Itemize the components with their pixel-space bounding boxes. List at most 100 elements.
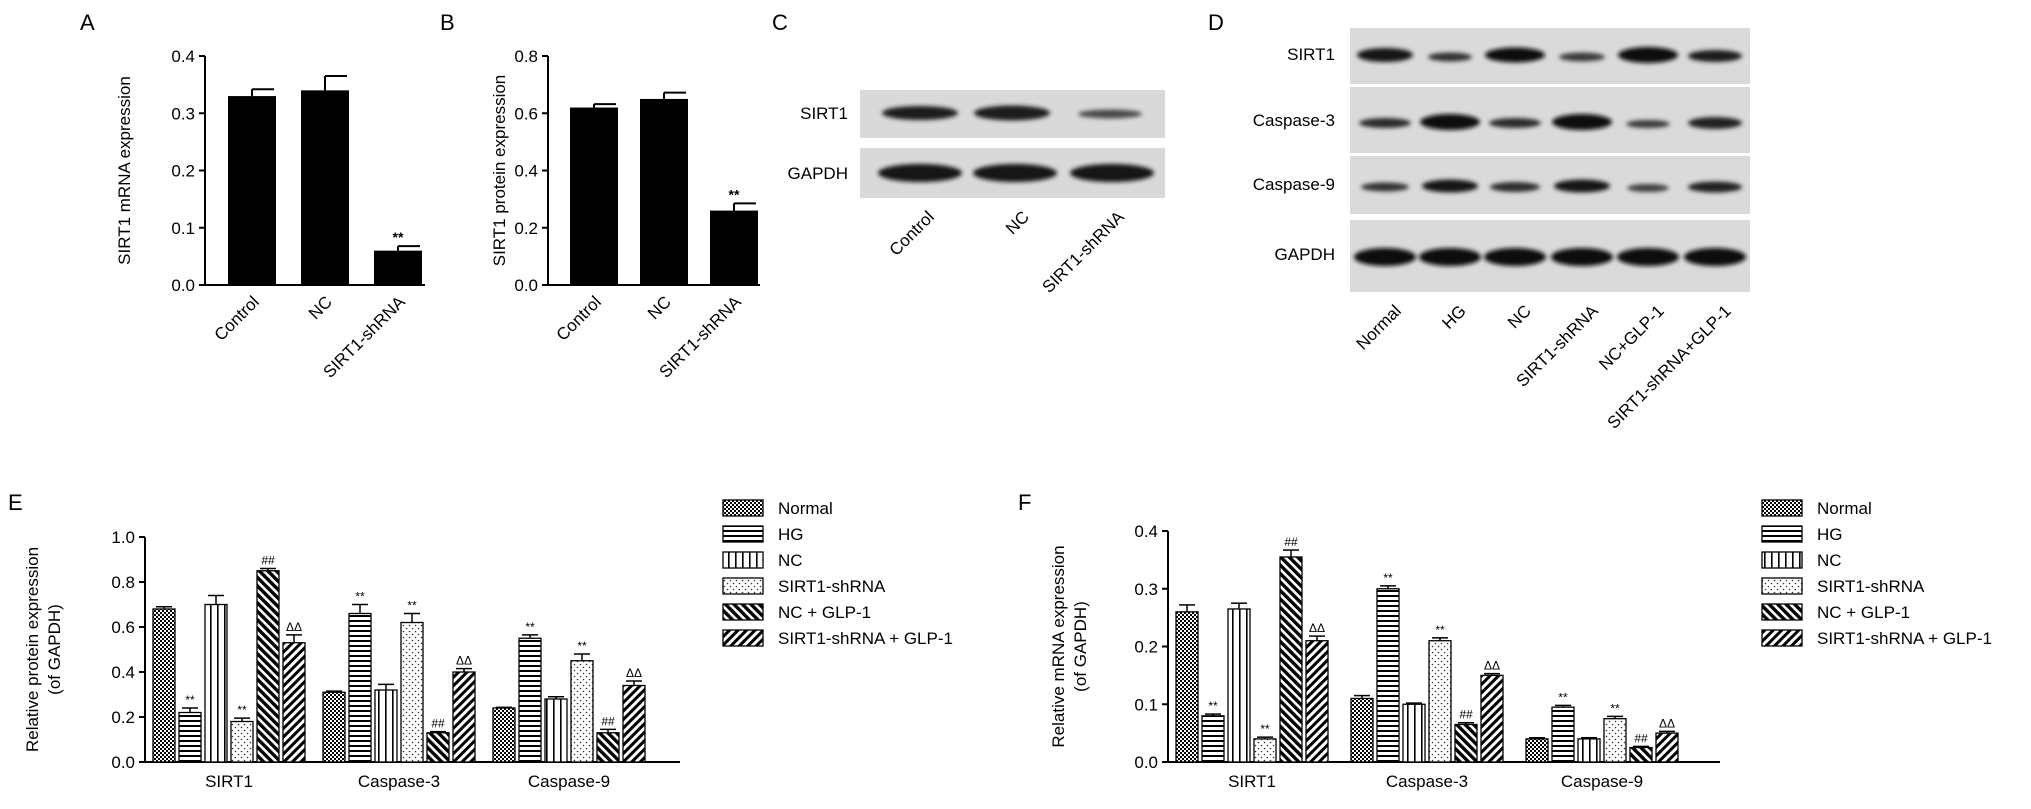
blot-c-row-label-gapdh: GAPDH — [788, 164, 848, 183]
bar — [710, 210, 758, 285]
blot-d-band-caspase3-nc-glp1 — [1626, 120, 1670, 128]
y-tick-label: 0.6 — [111, 618, 135, 637]
y-tick-label: 0.0 — [1134, 753, 1158, 772]
bar — [400, 621, 424, 763]
blot-d-row-label-caspase3: Caspase-3 — [1253, 111, 1335, 130]
blot-d-row-label-gapdh: GAPDH — [1275, 245, 1335, 264]
significance-label: ## — [1284, 535, 1298, 549]
bar — [570, 660, 594, 763]
blot-d-row-caspase3-membrane — [1350, 87, 1750, 153]
blot-d-lane-label-hg: HG — [1438, 301, 1469, 332]
bar — [1279, 556, 1303, 763]
blot-d-band-sirt1-normal — [1357, 48, 1413, 62]
blot-d-row-gapdh-membrane — [1350, 220, 1750, 292]
y-tick-label: 0.4 — [111, 663, 135, 682]
significance-label: ## — [431, 717, 445, 731]
y-axis-label: (of GAPDH) — [1071, 601, 1090, 692]
significance-label: ΔΔ — [626, 666, 642, 680]
bar — [256, 570, 280, 763]
bar — [1629, 746, 1653, 763]
blot-d-row-caspase9-membrane — [1350, 156, 1750, 214]
legend-entry: SIRT1-shRNA + GLP-1 — [778, 629, 953, 648]
significance-label: ΔΔ — [1484, 659, 1500, 673]
y-tick-label: 0.2 — [111, 708, 135, 727]
blot-d-band-caspase9-nc-glp1 — [1627, 184, 1669, 192]
blot-d-band-caspase3-nc — [1489, 118, 1541, 128]
significance-label: ** — [1208, 699, 1218, 713]
x-tick-label: SIRT1 — [1228, 772, 1276, 791]
y-tick-label: 0.0 — [111, 753, 135, 772]
legend-swatch — [722, 551, 764, 569]
significance-label: ## — [261, 554, 275, 568]
bar — [570, 107, 618, 286]
x-tick-label: Caspase-3 — [1386, 772, 1468, 791]
bar — [1201, 715, 1225, 763]
blot-d-band-caspase9-shrna-glp1 — [1688, 181, 1742, 193]
legend-entry: NC — [1817, 551, 1842, 570]
bar — [1305, 640, 1329, 763]
bar — [1227, 608, 1251, 763]
x-tick-label: Control — [553, 292, 605, 344]
blot-d-band-sirt1-shrna-glp1 — [1688, 50, 1742, 62]
y-axis-label: Relative protein expression — [23, 547, 42, 752]
bar — [374, 689, 398, 763]
bar — [301, 90, 349, 285]
bar — [1428, 640, 1452, 763]
significance-label: ΔΔ — [1309, 621, 1325, 635]
blot-c-lane-label-shrna: SIRT1-shRNA — [1038, 207, 1128, 297]
significance-label: ** — [577, 639, 587, 653]
significance-label: ΔΔ — [456, 654, 472, 668]
legend-entry: Normal — [778, 499, 833, 518]
blot-d-band-sirt1-nc — [1485, 47, 1545, 63]
bar — [518, 637, 542, 763]
y-tick-label: 0.4 — [1134, 522, 1158, 541]
y-axis-label: (of GAPDH) — [45, 604, 64, 695]
blot-c-band-gapdh-shrna — [1070, 164, 1154, 182]
bar — [204, 603, 228, 763]
panel-letter-e: E — [8, 490, 23, 515]
legend-entry: SIRT1-shRNA + GLP-1 — [1817, 629, 1992, 648]
bar — [1603, 718, 1627, 763]
chart-f: 0.0 0.1 0.2 0.3 0.4 Relative mRNA expression(… — [1049, 499, 1992, 791]
bar — [228, 96, 276, 285]
blot-d-band-gapdh-normal — [1354, 248, 1416, 266]
significance-label: ## — [1459, 708, 1473, 722]
x-tick-label: Caspase-3 — [358, 772, 440, 791]
bar — [1525, 738, 1549, 763]
legend-entry: NC — [778, 551, 803, 570]
legend-swatch — [722, 603, 764, 621]
legend-entry: SIRT1-shRNA — [1817, 577, 1925, 596]
blot-d-band-gapdh-shrna-glp1 — [1684, 248, 1746, 266]
bar — [492, 707, 516, 763]
significance-label: ** — [1260, 722, 1270, 736]
bar — [1350, 697, 1374, 763]
legend-swatch — [722, 525, 764, 543]
blot-d-band-caspase9-normal — [1361, 182, 1409, 192]
bar — [1577, 738, 1601, 763]
significance-label: ** — [525, 620, 535, 634]
x-tick-label: Caspase-9 — [528, 772, 610, 791]
bar — [452, 671, 476, 763]
bar — [1376, 588, 1400, 763]
blot-d-band-caspase9-shrna — [1554, 179, 1610, 193]
y-tick-label: 0.8 — [111, 573, 135, 592]
y-tick-label: 0.1 — [1134, 695, 1158, 714]
y-tick-label: 0.1 — [171, 219, 195, 238]
bar — [178, 711, 202, 763]
legend-entry: HG — [778, 525, 804, 544]
bar — [1480, 674, 1504, 763]
bar — [1253, 738, 1277, 763]
blot-d-lane-label-nc-glp1: NC+GLP-1 — [1595, 301, 1668, 374]
legend-swatch — [1761, 499, 1803, 517]
blot-d-band-gapdh-nc-glp1 — [1617, 248, 1679, 266]
bar — [544, 698, 568, 763]
legend-swatch — [722, 629, 764, 647]
panel-letter-f: F — [1018, 490, 1031, 515]
legend-swatch — [1761, 551, 1803, 569]
bar — [1454, 723, 1478, 763]
y-tick-label: 0.4 — [171, 47, 195, 66]
y-tick-label: 0.2 — [171, 162, 195, 181]
legend-swatch — [1761, 525, 1803, 543]
blot-d-band-gapdh-hg — [1419, 248, 1481, 266]
significance-label: ** — [1435, 623, 1445, 637]
